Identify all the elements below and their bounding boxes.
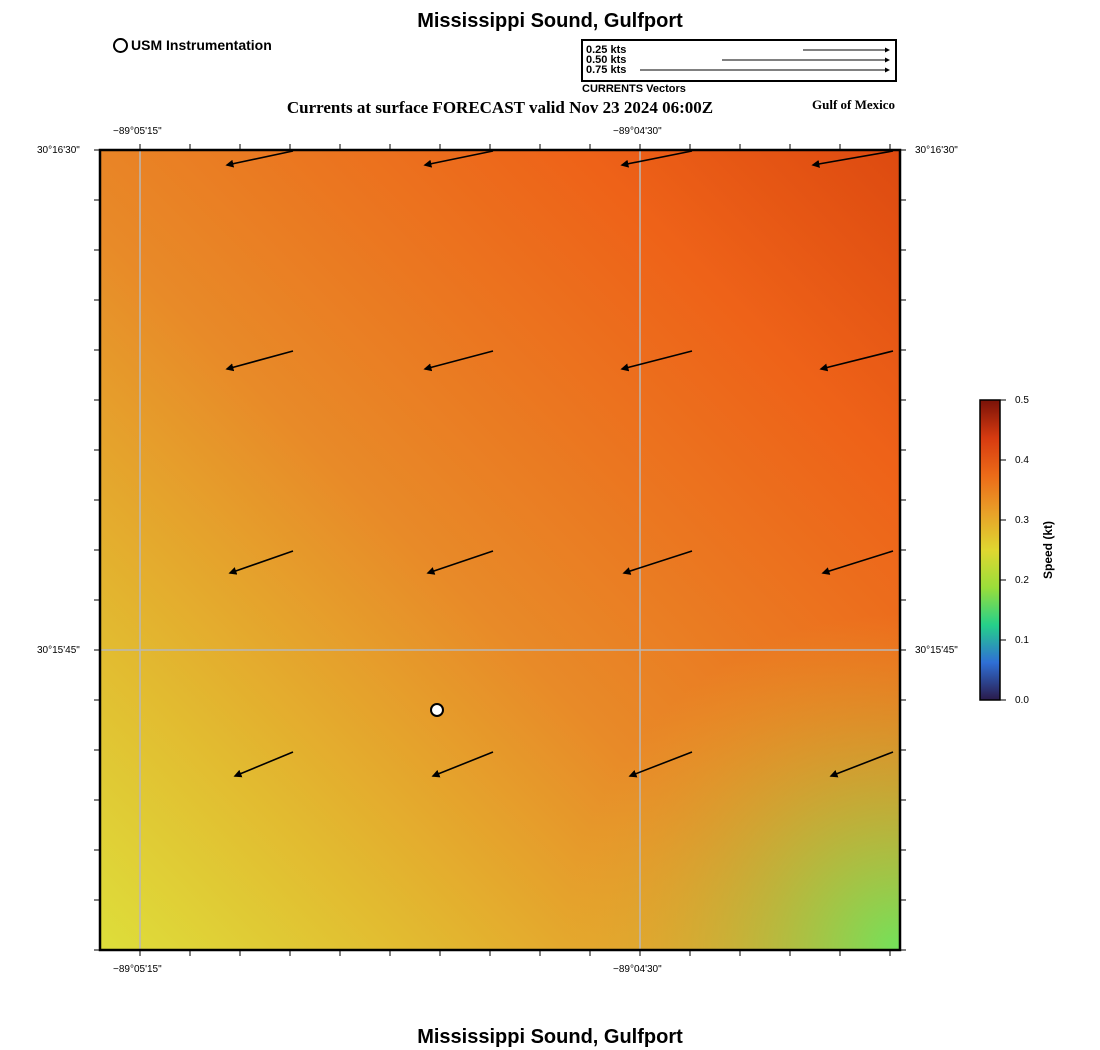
current-vector-arrow	[426, 550, 494, 575]
current-vector-arrow	[225, 350, 294, 372]
vector-legend-label-025: 0.25 kts	[586, 44, 627, 56]
current-vector-arrow	[821, 550, 894, 575]
colorbar	[979, 399, 1001, 701]
top-tick-label-2: −89°04'30"	[613, 126, 662, 137]
colorbar-title: Speed (kt)	[1041, 520, 1055, 580]
bottom-tick-label-2: −89°04'30"	[613, 964, 662, 975]
current-vectors	[225, 150, 894, 778]
colorbar-tick-label: 0.0	[1015, 695, 1029, 706]
vector-legend-label-050: 0.50 kts	[586, 54, 627, 66]
right-tick-label-2: 30°15'45"	[915, 645, 958, 656]
vector-legend-arrows	[640, 47, 890, 73]
current-speed-field-corner	[100, 150, 900, 950]
forecast-title: Currents at surface FORECAST valid Nov 2…	[286, 98, 714, 117]
station-legend-label: USM Instrumentation	[131, 37, 272, 53]
current-vector-arrow	[811, 150, 894, 168]
vector-legend-caption: CURRENTS Vectors	[582, 83, 686, 95]
current-vector-arrow	[431, 751, 494, 778]
colorbar-ticks	[1000, 399, 1006, 701]
current-vector-arrow	[628, 751, 693, 778]
colorbar-tick-label: 0.5	[1015, 395, 1029, 406]
colorbar-tick-label: 0.2	[1015, 575, 1029, 586]
right-tick-label-1: 30°16'30"	[915, 145, 958, 156]
current-vector-arrow	[620, 150, 693, 168]
top-tick-label-1: −89°05'15"	[113, 126, 162, 137]
colorbar-tick-label: 0.1	[1015, 635, 1029, 646]
current-vector-arrow	[423, 150, 494, 168]
station-legend-marker	[113, 38, 128, 53]
left-tick-label-2: 30°15'45"	[37, 645, 80, 656]
vector-legend-label-075: 0.75 kts	[586, 64, 627, 76]
graticule	[100, 150, 900, 950]
colorbar-tick-label: 0.4	[1015, 455, 1029, 466]
current-vector-arrow	[423, 350, 494, 372]
current-vector-arrow	[819, 350, 894, 372]
colorbar-tick-label: 0.3	[1015, 515, 1029, 526]
current-vector-arrow	[620, 350, 693, 372]
current-vector-arrow	[228, 550, 294, 575]
map-title: Mississippi Sound, Gulfport	[417, 10, 683, 32]
current-vector-arrow	[233, 751, 294, 778]
current-vector-arrow	[225, 150, 294, 168]
station-marker-usm[interactable]	[430, 703, 444, 717]
region-label: Gulf of Mexico	[812, 97, 896, 112]
current-vector-arrow	[829, 751, 894, 778]
frame-ticks	[94, 144, 906, 956]
footer-title: Mississippi Sound, Gulfport	[417, 1026, 683, 1048]
current-vector-arrow	[622, 550, 693, 575]
left-tick-label-1: 30°16'30"	[37, 145, 80, 156]
bottom-tick-label-1: −89°05'15"	[113, 964, 162, 975]
